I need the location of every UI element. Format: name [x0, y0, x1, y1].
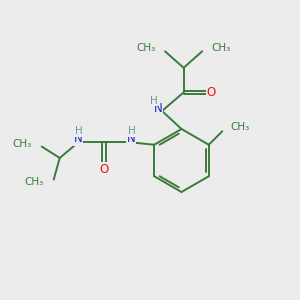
- Text: CH₃: CH₃: [137, 43, 156, 53]
- Text: H: H: [150, 95, 158, 106]
- Text: CH₃: CH₃: [12, 139, 31, 149]
- Text: N: N: [154, 102, 163, 115]
- Text: H: H: [75, 126, 83, 136]
- Text: O: O: [99, 163, 108, 176]
- Text: CH₃: CH₃: [231, 122, 250, 132]
- Text: N: N: [126, 132, 135, 145]
- Text: CH₃: CH₃: [24, 177, 43, 187]
- Text: O: O: [207, 86, 216, 99]
- Text: N: N: [74, 132, 83, 145]
- Text: CH₃: CH₃: [211, 43, 230, 53]
- Text: H: H: [128, 126, 135, 136]
